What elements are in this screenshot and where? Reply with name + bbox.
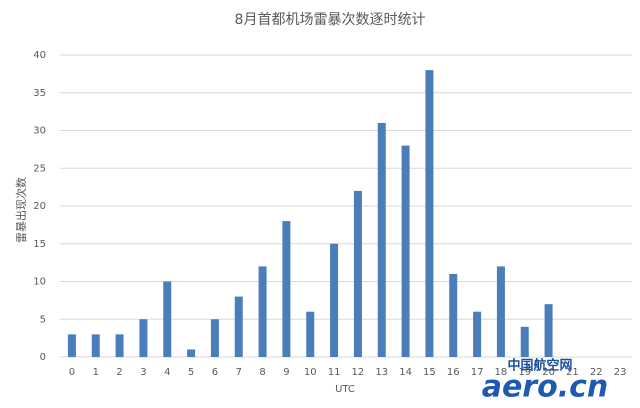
x-tick-label: 10 — [304, 367, 317, 378]
chart-title: 8月首都机场雷暴次数逐时统计 — [235, 12, 426, 28]
y-tick-label: 15 — [33, 239, 46, 250]
y-tick-label: 10 — [33, 277, 46, 288]
x-tick-label: 12 — [352, 367, 365, 378]
y-tick-label: 40 — [33, 50, 46, 61]
x-axis-label: UTC — [335, 384, 355, 395]
x-tick-label: 9 — [283, 367, 289, 378]
x-tick-label: 18 — [495, 367, 508, 378]
watermark-subtext: 中国航空网 — [507, 358, 572, 374]
x-tick-label: 5 — [188, 367, 194, 378]
bar — [473, 311, 482, 357]
x-tick-label: 1 — [93, 367, 99, 378]
watermark-text: aero.cn — [482, 370, 609, 405]
y-axis-label: 雷暴出现次数 — [14, 177, 28, 243]
bar — [282, 221, 291, 357]
bar — [401, 145, 410, 357]
x-tick-label: 14 — [399, 367, 412, 378]
x-tick-label: 7 — [236, 367, 242, 378]
bar — [139, 319, 148, 357]
y-tick-label: 25 — [33, 163, 46, 174]
x-tick-label: 3 — [140, 367, 146, 378]
watermark: 中国航空网 aero.cn — [482, 358, 609, 405]
bar — [187, 349, 196, 357]
x-tick-label: 23 — [614, 367, 627, 378]
bar — [496, 266, 505, 357]
bar — [163, 281, 172, 357]
bar — [353, 190, 362, 357]
y-tick-label: 30 — [33, 126, 46, 137]
x-tick-label: 15 — [423, 367, 436, 378]
x-tick-label: 21 — [566, 367, 579, 378]
bar — [258, 266, 267, 357]
x-tick-label: 17 — [471, 367, 484, 378]
bar — [377, 122, 386, 357]
x-tick-label: 4 — [164, 367, 170, 378]
bar — [306, 311, 315, 357]
bar — [544, 304, 553, 357]
x-tick-label: 13 — [375, 367, 388, 378]
bar — [67, 334, 76, 357]
x-tick-label: 0 — [69, 367, 75, 378]
bar — [330, 243, 339, 357]
bar — [234, 296, 243, 357]
x-tick-label: 2 — [116, 367, 122, 378]
bar — [425, 70, 434, 357]
y-tick-label: 0 — [40, 352, 46, 363]
bar — [115, 334, 124, 357]
x-tick-label: 20 — [542, 367, 555, 378]
bar — [520, 326, 529, 357]
y-tick-label: 20 — [33, 201, 46, 212]
x-tick-label: 16 — [447, 367, 460, 378]
bar — [449, 273, 458, 357]
x-tick-label: 19 — [518, 367, 531, 378]
x-tick-label: 6 — [212, 367, 218, 378]
x-tick-label: 22 — [590, 367, 603, 378]
bar — [91, 334, 100, 357]
y-tick-label: 5 — [40, 314, 46, 325]
x-tick-label: 8 — [259, 367, 265, 378]
x-tick-label: 11 — [328, 367, 341, 378]
bar — [210, 319, 219, 357]
y-tick-label: 35 — [33, 88, 46, 99]
